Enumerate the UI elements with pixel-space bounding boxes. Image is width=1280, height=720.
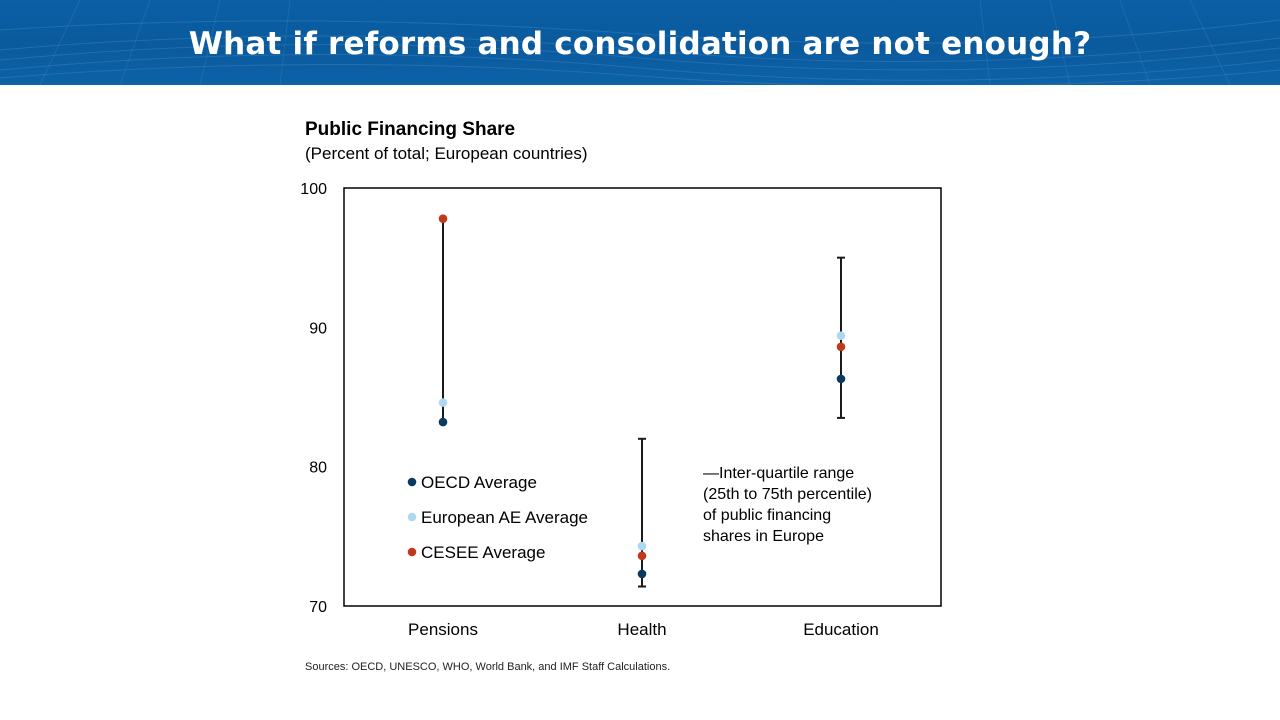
legend-marker: [407, 477, 417, 487]
data-point: [637, 569, 647, 579]
y-tick-label: 90: [309, 320, 327, 337]
range-legend-text: (25th to 75th percentile): [703, 486, 872, 503]
chart-title: Public Financing Share: [305, 119, 516, 140]
x-category-label: Education: [803, 620, 879, 639]
legend-label: CESEE Average: [421, 543, 545, 562]
chart-subtitle: (Percent of total; European countries): [305, 144, 588, 163]
data-point: [836, 342, 846, 352]
data-point: [637, 541, 647, 551]
x-category-label: Health: [617, 620, 666, 639]
legend-marker: [407, 547, 417, 557]
range-legend-text: —Inter-quartile range: [703, 465, 854, 482]
legend-label: European AE Average: [421, 508, 588, 527]
data-point: [836, 331, 846, 340]
data-point: [438, 398, 448, 407]
range-legend-text: shares in Europe: [703, 528, 824, 545]
y-tick-label: 100: [300, 181, 327, 198]
x-category-label: Pensions: [408, 620, 478, 639]
legend-label: OECD Average: [421, 473, 537, 492]
slide-title: What if reforms and consolidation are no…: [188, 26, 1092, 62]
banner-mesh-decoration: [0, 0, 1280, 85]
y-tick-label: 70: [309, 599, 327, 616]
y-tick-label: 80: [309, 460, 327, 477]
data-point: [438, 417, 448, 427]
legend-marker: [407, 512, 417, 522]
title-banner: What if reforms and consolidation are no…: [0, 0, 1280, 85]
data-point: [438, 214, 448, 223]
plot-frame: [343, 187, 942, 607]
data-point: [836, 374, 846, 384]
sources-note: Sources: OECD, UNESCO, WHO, World Bank, …: [305, 661, 671, 673]
range-legend-text: of public financing: [703, 507, 831, 524]
data-point: [637, 551, 647, 561]
